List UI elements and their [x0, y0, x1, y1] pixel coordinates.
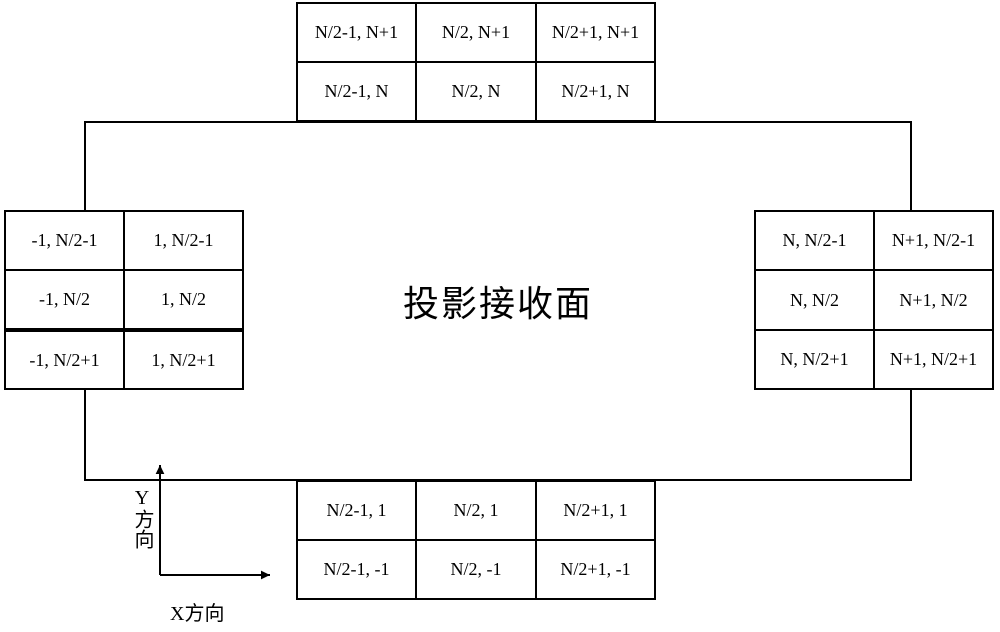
x-axis-label: X方向	[170, 597, 224, 626]
grid-cell-top-out-l: N/2-1, N+1	[296, 2, 416, 62]
grid-cell-left-in-m: 1, N/2	[124, 270, 244, 330]
grid-cell-label: N, N/2-1	[783, 230, 847, 251]
grid-cell-left-out-t: -1, N/2-1	[4, 210, 124, 270]
grid-cell-label: N/2+1, -1	[560, 559, 630, 580]
grid-cell-left-in-b: 1, N/2+1	[124, 330, 244, 390]
grid-cell-bot-in-r: N/2+1, 1	[536, 480, 656, 540]
diagram-stage: 投影接收面 N/2-1, N+1 N/2, N+1 N/2+1, N+1 N/2-1,…	[0, 0, 1000, 632]
grid-cell-label: N/2+1, 1	[563, 500, 627, 521]
grid-cell-label: N+1, N/2	[899, 290, 967, 311]
grid-cell-bot-out-m: N/2, -1	[416, 540, 536, 600]
grid-cell-label: N/2-1, -1	[324, 559, 390, 580]
grid-cell-label: 1, N/2+1	[151, 350, 215, 371]
grid-cell-top-in-r: N/2+1, N	[536, 62, 656, 122]
grid-cell-label: N/2-1, N	[325, 81, 389, 102]
projection-rect-label: 投影接收面	[403, 275, 593, 327]
grid-cell-right-out-t: N+1, N/2-1	[874, 210, 994, 270]
grid-cell-bot-out-r: N/2+1, -1	[536, 540, 656, 600]
grid-cell-label: N/2, N+1	[442, 22, 510, 43]
grid-cell-label: N/2+1, N	[561, 81, 629, 102]
grid-cell-label: N, N/2	[790, 290, 839, 311]
grid-cell-label: N+1, N/2+1	[890, 349, 977, 370]
grid-cell-label: -1, N/2-1	[32, 230, 98, 251]
grid-cell-label: N/2+1, N+1	[552, 22, 639, 43]
grid-cell-label: N/2, -1	[451, 559, 502, 580]
grid-cell-label: N/2, 1	[454, 500, 499, 521]
grid-cell-left-out-b: -1, N/2+1	[4, 330, 124, 390]
grid-cell-label: 1, N/2-1	[154, 230, 214, 251]
grid-cell-label: N, N/2+1	[780, 349, 848, 370]
grid-cell-right-out-m: N+1, N/2	[874, 270, 994, 330]
grid-cell-label: N+1, N/2-1	[892, 230, 975, 251]
grid-cell-top-in-l: N/2-1, N	[296, 62, 416, 122]
grid-cell-label: -1, N/2	[39, 289, 90, 310]
grid-cell-left-in-t: 1, N/2-1	[124, 210, 244, 270]
grid-cell-top-out-r: N/2+1, N+1	[536, 2, 656, 62]
y-axis-label: Y方向	[128, 487, 157, 549]
grid-cell-bot-in-l: N/2-1, 1	[296, 480, 416, 540]
grid-cell-label: 1, N/2	[161, 289, 206, 310]
grid-cell-top-in-m: N/2, N	[416, 62, 536, 122]
grid-cell-bot-in-m: N/2, 1	[416, 480, 536, 540]
grid-cell-left-out-m: -1, N/2	[4, 270, 124, 330]
grid-cell-label: -1, N/2+1	[29, 350, 99, 371]
grid-cell-right-in-t: N, N/2-1	[754, 210, 874, 270]
grid-cell-label: N/2, N	[452, 81, 501, 102]
grid-cell-right-out-b: N+1, N/2+1	[874, 330, 994, 390]
grid-cell-right-in-b: N, N/2+1	[754, 330, 874, 390]
grid-cell-label: N/2-1, N+1	[315, 22, 398, 43]
grid-cell-bot-out-l: N/2-1, -1	[296, 540, 416, 600]
grid-cell-right-in-m: N, N/2	[754, 270, 874, 330]
grid-cell-top-out-m: N/2, N+1	[416, 2, 536, 62]
grid-cell-label: N/2-1, 1	[327, 500, 387, 521]
